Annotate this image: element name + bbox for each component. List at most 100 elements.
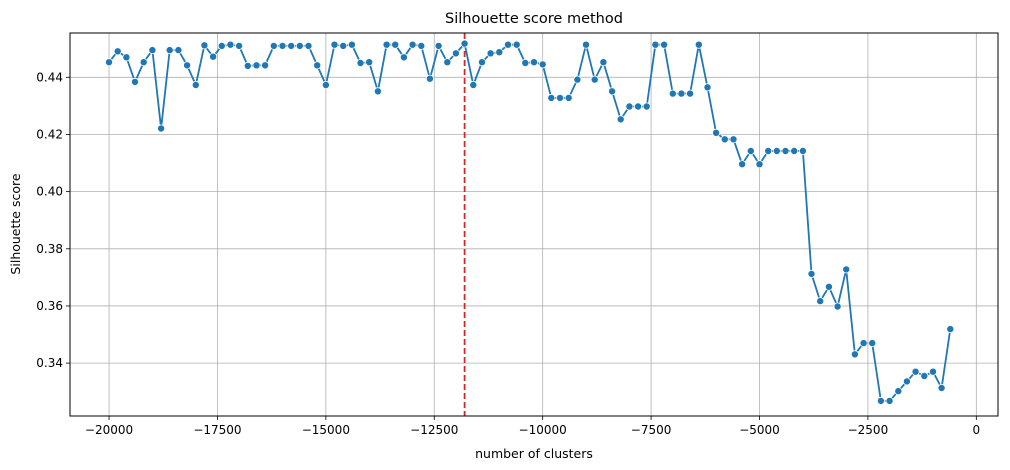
data-point — [946, 325, 955, 334]
data-point — [642, 102, 651, 111]
data-point — [382, 40, 391, 49]
data-point — [807, 269, 816, 278]
data-point — [460, 39, 469, 48]
data-point — [209, 52, 218, 61]
data-point — [582, 40, 591, 49]
x-tick-label: −17500 — [193, 423, 241, 437]
data-point — [347, 40, 356, 49]
y-tick-label: 0.34 — [36, 356, 63, 370]
data-point — [781, 146, 790, 155]
data-point — [729, 135, 738, 144]
data-point — [833, 302, 842, 311]
data-point — [217, 41, 226, 50]
data-point — [130, 77, 139, 86]
data-point — [495, 48, 504, 57]
data-point — [703, 83, 712, 92]
data-point — [929, 367, 938, 376]
data-point — [235, 41, 244, 50]
data-point — [356, 59, 365, 68]
data-points — [105, 39, 955, 405]
data-point — [911, 367, 920, 376]
data-point — [876, 396, 885, 405]
data-point — [313, 61, 322, 70]
data-point — [408, 40, 417, 49]
data-point — [920, 371, 929, 380]
y-axis-ticks: 0.34 0.36 0.38 0.40 0.42 0.44 — [36, 70, 70, 370]
data-point — [798, 146, 807, 155]
data-point — [625, 102, 634, 111]
data-point — [330, 40, 339, 49]
data-point — [885, 396, 894, 405]
data-point — [425, 74, 434, 83]
data-point — [816, 297, 825, 306]
data-point — [790, 146, 799, 155]
data-point — [443, 58, 452, 67]
data-point — [859, 339, 868, 348]
y-tick-label: 0.42 — [36, 127, 63, 141]
data-point — [191, 81, 200, 90]
data-point — [399, 53, 408, 62]
data-point — [590, 75, 599, 84]
data-point — [295, 41, 304, 50]
data-point — [451, 49, 460, 58]
data-point — [512, 40, 521, 49]
data-point — [616, 115, 625, 124]
data-point — [122, 53, 131, 62]
data-point — [894, 387, 903, 396]
data-point — [113, 47, 122, 56]
data-point — [157, 124, 166, 133]
x-tick-label: −12500 — [410, 423, 458, 437]
data-point — [573, 75, 582, 84]
data-point — [486, 49, 495, 58]
data-point — [105, 58, 114, 67]
data-point — [824, 282, 833, 291]
x-axis-title: number of clusters — [475, 446, 593, 461]
data-point — [902, 377, 911, 386]
data-point — [174, 46, 183, 55]
data-point — [530, 58, 539, 67]
data-point — [738, 160, 747, 169]
data-point — [469, 81, 478, 90]
data-point — [651, 40, 660, 49]
data-point — [365, 58, 374, 67]
data-point — [556, 93, 565, 102]
data-point — [599, 58, 608, 67]
data-point — [538, 60, 547, 69]
data-point — [564, 93, 573, 102]
data-point — [200, 41, 209, 50]
data-point — [764, 146, 773, 155]
data-point — [868, 339, 877, 348]
x-tick-label: 0 — [972, 423, 980, 437]
data-point — [477, 58, 486, 67]
y-tick-label: 0.44 — [36, 70, 63, 84]
data-point — [694, 40, 703, 49]
grid-lines — [70, 33, 998, 416]
data-point — [842, 265, 851, 274]
x-axis-ticks: −20000 −17500 −15000 −12500 −10000 −7500 −5000… — [85, 416, 980, 437]
y-tick-label: 0.40 — [36, 185, 63, 199]
data-point — [165, 46, 174, 55]
y-tick-label: 0.36 — [36, 299, 63, 313]
data-point — [391, 40, 400, 49]
data-point — [677, 89, 686, 98]
data-point — [321, 81, 330, 90]
data-point — [660, 40, 669, 49]
data-point — [287, 41, 296, 50]
x-tick-label: −7500 — [631, 423, 672, 437]
data-point — [634, 102, 643, 111]
data-point — [269, 41, 278, 50]
data-point — [278, 41, 287, 50]
data-point — [148, 46, 157, 55]
data-point — [304, 41, 313, 50]
data-point — [183, 61, 192, 70]
data-point — [243, 61, 252, 70]
x-tick-label: −10000 — [519, 423, 567, 437]
data-point — [339, 41, 348, 50]
data-point — [434, 41, 443, 50]
data-point — [261, 61, 270, 70]
data-point — [937, 383, 946, 392]
data-point — [417, 41, 426, 50]
data-point — [850, 350, 859, 359]
x-tick-label: −5000 — [739, 423, 780, 437]
data-point — [547, 93, 556, 102]
